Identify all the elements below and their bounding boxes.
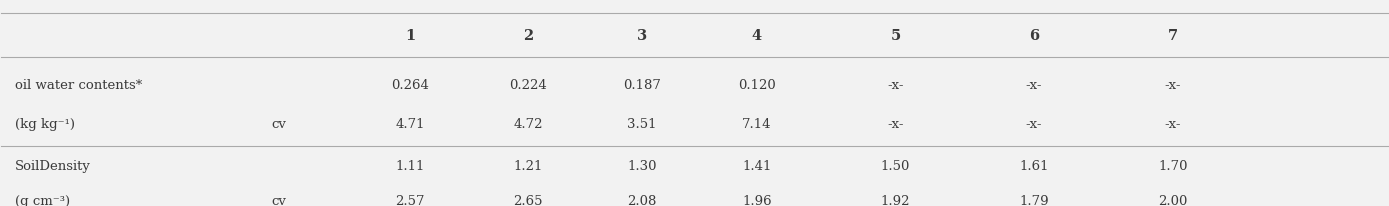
- Text: 2.57: 2.57: [396, 194, 425, 206]
- Text: SoilDensity: SoilDensity: [15, 159, 92, 172]
- Text: -x-: -x-: [888, 117, 904, 130]
- Text: -x-: -x-: [1026, 79, 1042, 92]
- Text: 4: 4: [751, 29, 763, 43]
- Text: 4.71: 4.71: [396, 117, 425, 130]
- Text: 1.61: 1.61: [1020, 159, 1049, 172]
- Text: 1.41: 1.41: [742, 159, 771, 172]
- Text: 3: 3: [636, 29, 647, 43]
- Text: 1.96: 1.96: [742, 194, 772, 206]
- Text: 1.50: 1.50: [881, 159, 910, 172]
- Text: 0.187: 0.187: [622, 79, 661, 92]
- Text: (kg kg⁻¹): (kg kg⁻¹): [15, 117, 75, 130]
- Text: 2: 2: [524, 29, 533, 43]
- Text: -x-: -x-: [1026, 117, 1042, 130]
- Text: -x-: -x-: [1164, 117, 1181, 130]
- Text: cv: cv: [272, 117, 286, 130]
- Text: 2.65: 2.65: [514, 194, 543, 206]
- Text: 2.00: 2.00: [1158, 194, 1188, 206]
- Text: 7: 7: [1168, 29, 1178, 43]
- Text: 1.11: 1.11: [396, 159, 425, 172]
- Text: 0.120: 0.120: [738, 79, 775, 92]
- Text: 1.30: 1.30: [626, 159, 657, 172]
- Text: 5: 5: [890, 29, 900, 43]
- Text: (g cm⁻³): (g cm⁻³): [15, 194, 71, 206]
- Text: -x-: -x-: [1164, 79, 1181, 92]
- Text: 2.08: 2.08: [628, 194, 657, 206]
- Text: 7.14: 7.14: [742, 117, 772, 130]
- Text: 1.92: 1.92: [881, 194, 910, 206]
- Text: 0.264: 0.264: [392, 79, 429, 92]
- Text: 0.224: 0.224: [510, 79, 547, 92]
- Text: -x-: -x-: [888, 79, 904, 92]
- Text: 4.72: 4.72: [514, 117, 543, 130]
- Text: 6: 6: [1029, 29, 1039, 43]
- Text: 1: 1: [406, 29, 415, 43]
- Text: 1.21: 1.21: [514, 159, 543, 172]
- Text: oil water contents*: oil water contents*: [15, 79, 143, 92]
- Text: 1.70: 1.70: [1158, 159, 1188, 172]
- Text: 3.51: 3.51: [626, 117, 657, 130]
- Text: cv: cv: [272, 194, 286, 206]
- Text: 1.79: 1.79: [1020, 194, 1049, 206]
